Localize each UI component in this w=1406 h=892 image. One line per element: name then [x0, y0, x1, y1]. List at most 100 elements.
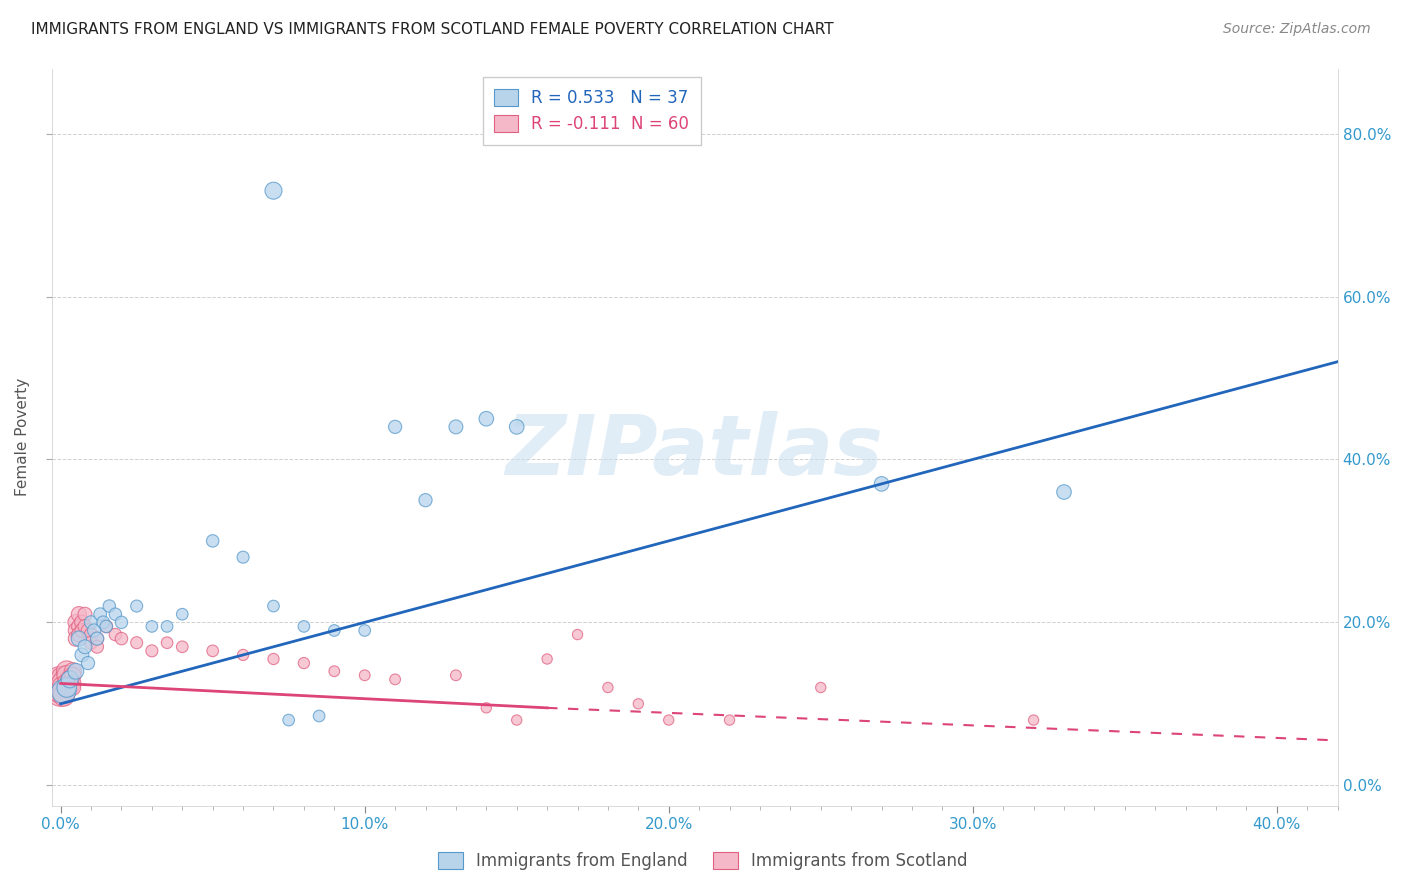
- Point: [77, 656, 100, 670]
- Point: [125, 599, 148, 613]
- Point: [1053, 485, 1076, 500]
- Point: [67, 607, 90, 622]
- Text: ZIPatlas: ZIPatlas: [506, 411, 883, 492]
- Point: [49, 676, 72, 690]
- Point: [86, 632, 108, 646]
- Point: [292, 656, 315, 670]
- Point: [55, 676, 77, 690]
- Point: [627, 697, 650, 711]
- Point: [1022, 713, 1045, 727]
- Point: [444, 420, 467, 434]
- Point: [96, 619, 118, 633]
- Point: [201, 533, 224, 548]
- Point: [52, 689, 75, 703]
- Legend: R = 0.533   N = 37, R = -0.111  N = 60: R = 0.533 N = 37, R = -0.111 N = 60: [482, 77, 700, 145]
- Point: [86, 640, 108, 654]
- Point: [156, 619, 179, 633]
- Point: [141, 644, 163, 658]
- Point: [73, 607, 96, 622]
- Point: [55, 681, 77, 695]
- Point: [67, 619, 90, 633]
- Point: [55, 681, 77, 695]
- Point: [415, 493, 437, 508]
- Point: [55, 664, 77, 678]
- Text: Source: ZipAtlas.com: Source: ZipAtlas.com: [1223, 22, 1371, 37]
- Text: IMMIGRANTS FROM ENGLAND VS IMMIGRANTS FROM SCOTLAND FEMALE POVERTY CORRELATION C: IMMIGRANTS FROM ENGLAND VS IMMIGRANTS FR…: [31, 22, 834, 37]
- Point: [384, 673, 406, 687]
- Point: [73, 619, 96, 633]
- Point: [263, 652, 285, 666]
- Point: [70, 648, 93, 662]
- Point: [506, 420, 529, 434]
- Point: [86, 632, 108, 646]
- Point: [384, 420, 406, 434]
- Point: [263, 599, 285, 613]
- Point: [80, 636, 103, 650]
- Point: [73, 640, 96, 654]
- Point: [292, 619, 315, 633]
- Point: [104, 607, 127, 622]
- Point: [98, 599, 121, 613]
- Point: [323, 624, 346, 638]
- Point: [567, 627, 589, 641]
- Point: [96, 619, 118, 633]
- Point: [89, 607, 111, 622]
- Point: [65, 664, 87, 678]
- Point: [277, 713, 299, 727]
- Point: [70, 615, 93, 630]
- Point: [52, 684, 75, 698]
- Point: [65, 624, 87, 638]
- Point: [141, 619, 163, 633]
- Point: [59, 676, 82, 690]
- Point: [125, 636, 148, 650]
- Point: [67, 632, 90, 646]
- Point: [62, 668, 84, 682]
- Point: [475, 701, 498, 715]
- Point: [156, 636, 179, 650]
- Point: [536, 652, 558, 666]
- Point: [172, 607, 194, 622]
- Point: [77, 624, 100, 638]
- Point: [59, 673, 82, 687]
- Point: [353, 624, 375, 638]
- Legend: Immigrants from England, Immigrants from Scotland: Immigrants from England, Immigrants from…: [432, 845, 974, 877]
- Point: [65, 632, 87, 646]
- Y-axis label: Female Poverty: Female Poverty: [15, 378, 30, 496]
- Point: [49, 684, 72, 698]
- Point: [308, 709, 330, 723]
- Point: [52, 681, 75, 695]
- Point: [172, 640, 194, 654]
- Point: [70, 624, 93, 638]
- Point: [62, 681, 84, 695]
- Point: [810, 681, 832, 695]
- Point: [83, 624, 105, 638]
- Point: [110, 632, 132, 646]
- Point: [110, 615, 132, 630]
- Point: [52, 676, 75, 690]
- Point: [59, 681, 82, 695]
- Point: [201, 644, 224, 658]
- Point: [65, 615, 87, 630]
- Point: [49, 681, 72, 695]
- Point: [475, 411, 498, 425]
- Point: [596, 681, 619, 695]
- Point: [323, 664, 346, 678]
- Point: [444, 668, 467, 682]
- Point: [104, 627, 127, 641]
- Point: [80, 627, 103, 641]
- Point: [59, 673, 82, 687]
- Point: [62, 676, 84, 690]
- Point: [62, 664, 84, 678]
- Point: [658, 713, 681, 727]
- Point: [718, 713, 741, 727]
- Point: [55, 668, 77, 682]
- Point: [232, 550, 254, 565]
- Point: [52, 673, 75, 687]
- Point: [67, 627, 90, 641]
- Point: [353, 668, 375, 682]
- Point: [263, 184, 285, 198]
- Point: [506, 713, 529, 727]
- Point: [91, 615, 114, 630]
- Point: [80, 615, 103, 630]
- Point: [52, 684, 75, 698]
